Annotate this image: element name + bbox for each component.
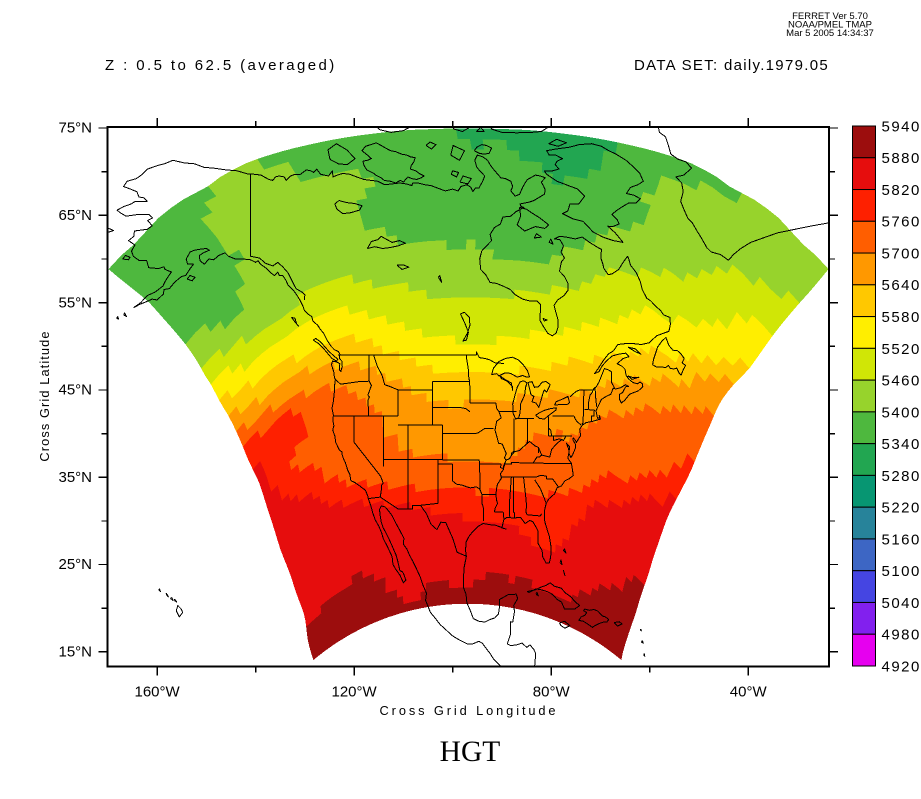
svg-text:5640: 5640 — [882, 277, 921, 294]
svg-text:DATA SET: daily.1979.05: DATA SET: daily.1979.05 — [634, 57, 829, 74]
svg-text:5880: 5880 — [882, 150, 921, 167]
svg-text:Cross Grid Longitude: Cross Grid Longitude — [380, 703, 559, 718]
svg-text:5520: 5520 — [882, 341, 921, 358]
svg-text:Z : 0.5 to 62.5 (averaged): Z : 0.5 to 62.5 (averaged) — [105, 57, 337, 74]
svg-text:5760: 5760 — [882, 214, 921, 231]
svg-text:5040: 5040 — [882, 595, 921, 612]
svg-text:NOAA/PMEL TMAP: NOAA/PMEL TMAP — [788, 20, 872, 31]
svg-text:5340: 5340 — [882, 436, 921, 453]
svg-text:25°N: 25°N — [58, 556, 92, 573]
svg-text:120°W: 120°W — [332, 684, 378, 701]
svg-text:75°N: 75°N — [58, 120, 92, 137]
svg-text:40°W: 40°W — [730, 684, 768, 701]
svg-text:45°N: 45°N — [58, 382, 92, 399]
svg-text:160°W: 160°W — [135, 684, 181, 701]
svg-text:5700: 5700 — [882, 246, 921, 263]
svg-text:65°N: 65°N — [58, 207, 92, 224]
svg-text:15°N: 15°N — [58, 644, 92, 661]
svg-text:80°W: 80°W — [533, 684, 571, 701]
svg-text:5280: 5280 — [882, 468, 921, 485]
svg-text:Mar 5 2005 14:34:37: Mar 5 2005 14:34:37 — [786, 28, 874, 39]
svg-text:5400: 5400 — [882, 404, 921, 421]
svg-text:FERRET Ver 5.70: FERRET Ver 5.70 — [792, 11, 868, 22]
svg-text:5940: 5940 — [882, 118, 921, 135]
svg-text:4920: 4920 — [882, 658, 921, 675]
svg-text:5460: 5460 — [882, 373, 921, 390]
svg-text:5100: 5100 — [882, 563, 921, 580]
svg-text:Cross Grid Latitude: Cross Grid Latitude — [37, 330, 52, 461]
svg-text:35°N: 35°N — [58, 469, 92, 486]
svg-text:4980: 4980 — [882, 627, 921, 644]
svg-text:5160: 5160 — [882, 531, 921, 548]
svg-text:5580: 5580 — [882, 309, 921, 326]
svg-text:HGT: HGT — [440, 736, 501, 768]
svg-text:5220: 5220 — [882, 500, 921, 517]
svg-text:55°N: 55°N — [58, 294, 92, 311]
svg-text:5820: 5820 — [882, 182, 921, 199]
